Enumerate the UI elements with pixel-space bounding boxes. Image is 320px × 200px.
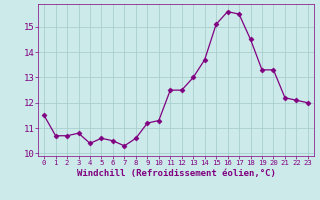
X-axis label: Windchill (Refroidissement éolien,°C): Windchill (Refroidissement éolien,°C) <box>76 169 276 178</box>
